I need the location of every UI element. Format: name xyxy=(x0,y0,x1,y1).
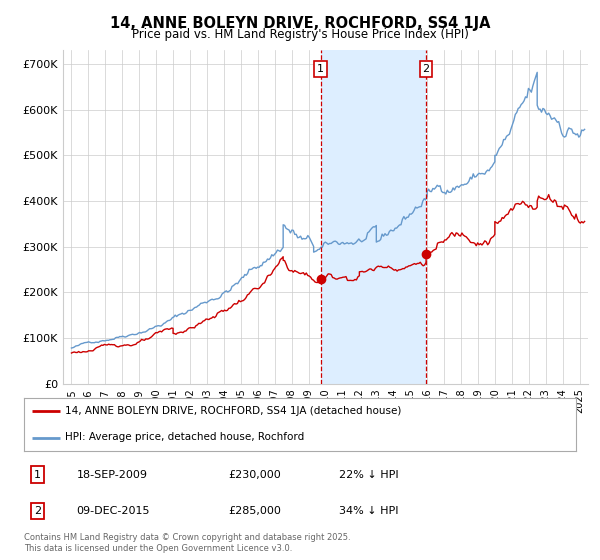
Bar xyxy=(321,50,426,384)
Text: 1: 1 xyxy=(34,470,41,479)
Text: 14, ANNE BOLEYN DRIVE, ROCHFORD, SS4 1JA (detached house): 14, ANNE BOLEYN DRIVE, ROCHFORD, SS4 1JA… xyxy=(65,406,402,416)
Text: Contains HM Land Registry data © Crown copyright and database right 2025.
This d: Contains HM Land Registry data © Crown c… xyxy=(24,533,350,553)
Text: 34% ↓ HPI: 34% ↓ HPI xyxy=(338,506,398,516)
Text: £230,000: £230,000 xyxy=(228,470,281,479)
Text: 1: 1 xyxy=(317,64,324,74)
Text: 09-DEC-2015: 09-DEC-2015 xyxy=(76,506,150,516)
Text: Price paid vs. HM Land Registry's House Price Index (HPI): Price paid vs. HM Land Registry's House … xyxy=(131,28,469,41)
Text: 18-SEP-2009: 18-SEP-2009 xyxy=(76,470,148,479)
Text: 2: 2 xyxy=(422,64,430,74)
Text: HPI: Average price, detached house, Rochford: HPI: Average price, detached house, Roch… xyxy=(65,432,305,442)
Text: 14, ANNE BOLEYN DRIVE, ROCHFORD, SS4 1JA: 14, ANNE BOLEYN DRIVE, ROCHFORD, SS4 1JA xyxy=(110,16,490,31)
Text: 22% ↓ HPI: 22% ↓ HPI xyxy=(338,470,398,479)
Text: 2: 2 xyxy=(34,506,41,516)
Text: £285,000: £285,000 xyxy=(228,506,281,516)
